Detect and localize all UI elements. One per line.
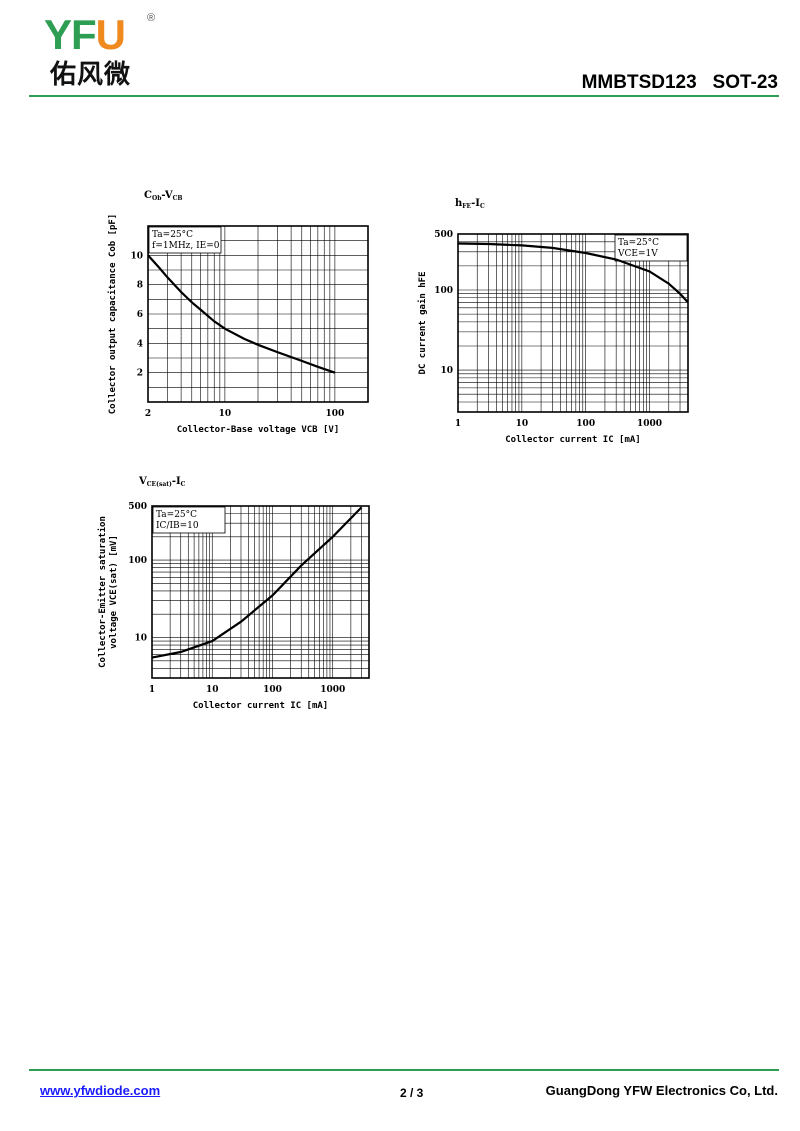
y-axis-label: Collector output capacitance Cob [pF]	[107, 214, 118, 414]
chart-title-part: V	[138, 476, 147, 487]
logo-chinese-name: 佑风微	[50, 60, 132, 90]
y-tick-label: 2	[137, 369, 143, 379]
condition-note: IC/IB=10	[156, 521, 199, 531]
plot-frame	[457, 233, 689, 413]
x-tick-label: 10	[206, 685, 219, 695]
chart-title: VCE(sat)-IC	[138, 476, 186, 488]
chart-vcesat-ic-svg: 1 10 100 1000 10 100 500 VCE(sat)-IC Collector c…	[97, 476, 370, 711]
x-tick-label: 10	[219, 409, 232, 419]
y-axis-label-line1: Collector-Emitter saturation	[97, 516, 108, 668]
chart-title-subscript: FE	[462, 203, 471, 210]
chart-hfe-ic-svg: 1 10 100 1000 10 100 500 hFE-IC Collector curren…	[417, 198, 689, 445]
x-axis-label: Collector current IC [mA]	[193, 701, 328, 711]
chart-title-part: h	[455, 198, 463, 209]
y-tick-label: 100	[128, 556, 147, 566]
x-tick-label: 100	[263, 685, 282, 695]
y-tick-label: 10	[130, 251, 143, 261]
x-tick-label: 100	[325, 409, 344, 419]
plot-frame	[151, 505, 370, 679]
conditions-box	[152, 506, 226, 534]
chart-title-part: -V	[161, 190, 172, 201]
chart-hfe-ic: 1 10 100 1000 10 100 500 hFE-IC Collector curren…	[405, 190, 705, 455]
x-axis-label: Collector current IC [mA]	[505, 435, 640, 445]
website-link[interactable]: www.yfwdiode.com	[40, 1083, 161, 1098]
condition-note: Ta=25°C	[156, 510, 197, 520]
header-divider	[29, 95, 779, 97]
y-tick-label: 4	[137, 339, 143, 349]
y-tick-label: 500	[128, 502, 147, 512]
plot-frame	[147, 225, 369, 403]
logo-letters-green: YF	[44, 11, 97, 58]
chart-title-part: -I	[172, 476, 181, 487]
y-axis-label: DC current gain hFE	[417, 272, 428, 375]
registered-mark: ®	[147, 12, 156, 24]
y-tick-label: 10	[440, 366, 453, 376]
data-curve	[147, 254, 336, 374]
condition-note: Ta=25°C	[152, 230, 193, 240]
chart-title-part: -I	[471, 198, 480, 209]
data-curve	[457, 242, 689, 304]
page-number: 2 / 3	[400, 1086, 424, 1100]
x-axis-label: Collector-Base voltage VCB [V]	[177, 425, 340, 435]
y-tick-label: 10	[134, 634, 147, 644]
y-tick-label: 100	[434, 286, 453, 296]
y-axis-label-line2: voltage VCE(sat) [mV]	[109, 535, 119, 649]
condition-note: f=1MHz, IE=0	[152, 241, 220, 251]
chart-title-subscript: CB	[173, 195, 183, 202]
chart-title-subscript: CE(sat)	[147, 481, 172, 488]
x-tick-label: 10	[516, 419, 529, 429]
x-tick-label: 100	[576, 419, 595, 429]
chart-cob-vcb: 2 10 100 2 4 6 8 10 COb-VCB Collector-Base voltag…	[100, 180, 390, 440]
part-title: MMBTSD123 SOT-23	[581, 72, 778, 93]
company-name: GuangDong YFW Electronics Co, Ltd.	[545, 1083, 778, 1098]
conditions-box	[148, 226, 222, 254]
logo-letter-orange: U	[95, 11, 126, 58]
condition-note: VCE=1V	[617, 249, 658, 259]
company-logo: YFU ® 佑风微	[44, 12, 164, 94]
conditions-box	[614, 234, 688, 262]
chart-title: COb-VCB	[144, 190, 182, 202]
x-tick-label: 1	[149, 685, 155, 695]
chart-title-subscript: Ob	[152, 195, 161, 202]
chart-cob-vcb-svg: 2 10 100 2 4 6 8 10 COb-VCB Collector-Base voltag…	[107, 190, 369, 435]
chart-title-subscript: C	[181, 481, 186, 488]
chart-title-subscript: C	[480, 203, 485, 210]
data-curve	[151, 506, 363, 659]
x-tick-label: 1000	[637, 419, 662, 429]
y-tick-label: 500	[434, 230, 453, 240]
y-tick-label: 8	[137, 281, 143, 291]
condition-note: Ta=25°C	[618, 238, 659, 248]
y-tick-label: 6	[137, 310, 143, 320]
x-tick-label: 1	[455, 419, 461, 429]
x-tick-label: 1000	[320, 685, 345, 695]
chart-title-part: C	[144, 190, 152, 201]
footer-divider	[29, 1069, 779, 1071]
x-tick-label: 2	[145, 409, 151, 419]
chart-title: hFE-IC	[455, 198, 485, 210]
logo-wordmark: YFU	[44, 11, 126, 58]
chart-vcesat-ic: 1 10 100 1000 10 100 500 VCE(sat)-IC Collector c…	[95, 470, 385, 715]
